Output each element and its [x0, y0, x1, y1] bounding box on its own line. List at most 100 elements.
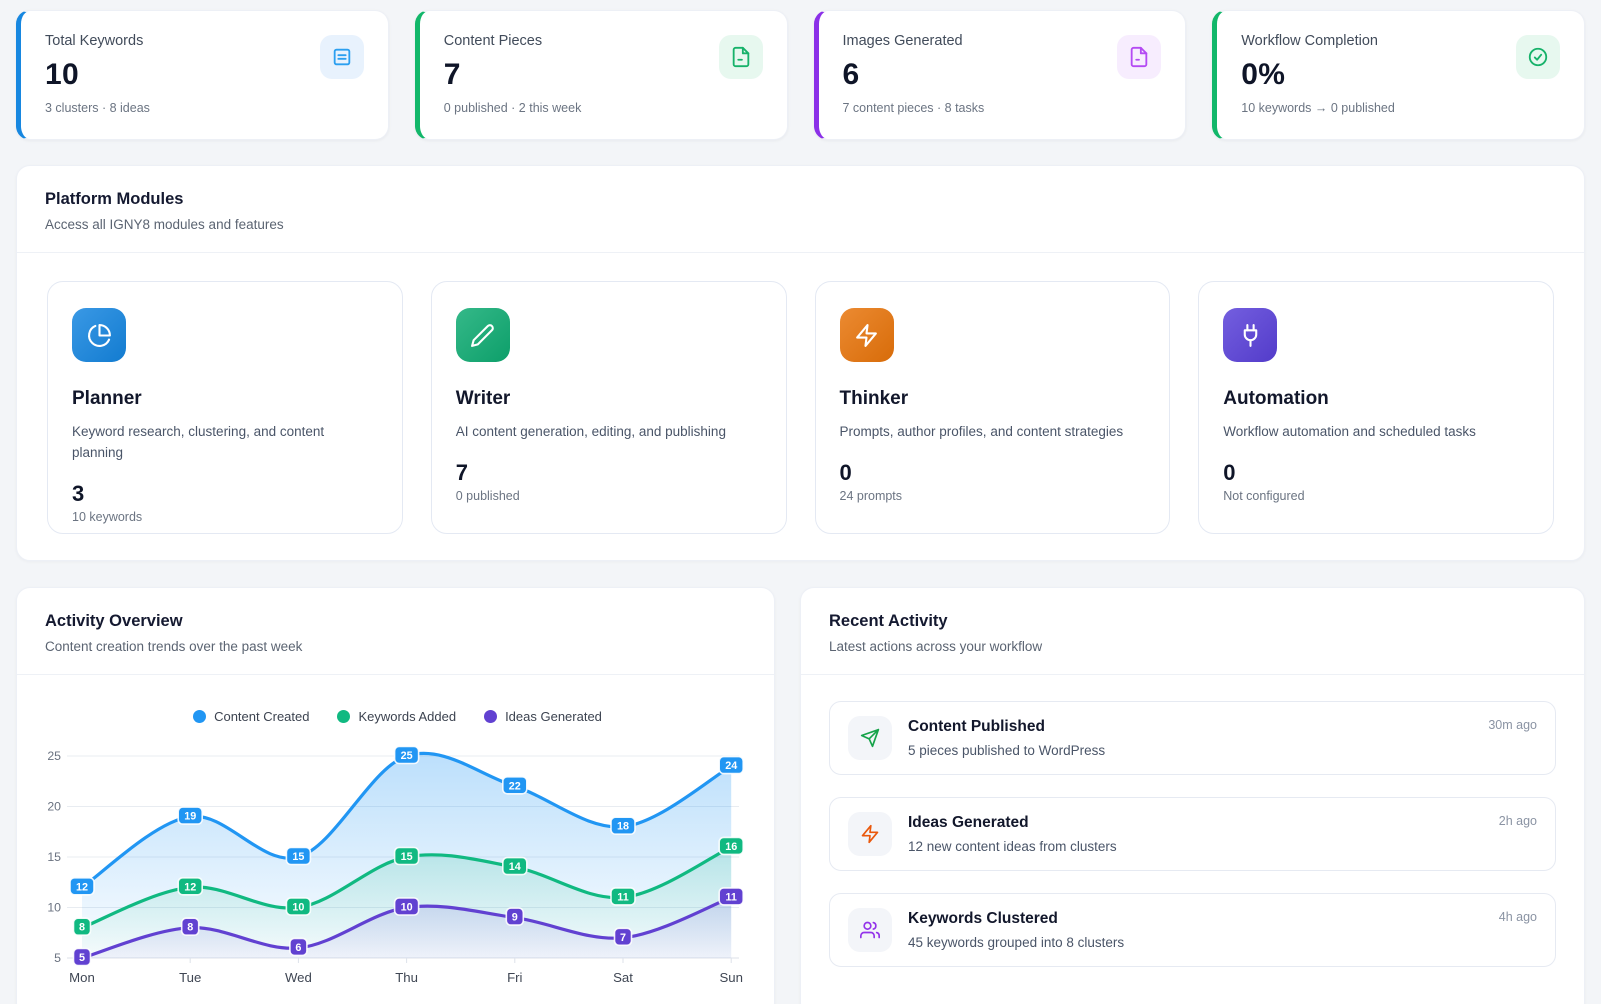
stat-subtitle: 10 keywords → 0 published [1241, 101, 1395, 115]
recent-activity-panel: Recent Activity Latest actions across yo… [800, 587, 1585, 1004]
svg-text:25: 25 [47, 749, 61, 763]
legend-label: Content Created [214, 709, 310, 724]
module-value: 7 [455, 459, 468, 485]
stat-value: 6 [842, 58, 860, 91]
section-title: Platform Modules [45, 190, 184, 208]
stat-value: 10 [45, 58, 79, 91]
module-caption: Not configured [1223, 488, 1305, 503]
module-card-planner[interactable]: Planner Keyword research, clustering, an… [47, 281, 403, 534]
module-card-thinker[interactable]: Thinker Prompts, author profiles, and co… [814, 281, 1171, 534]
activity-title: Content Published [908, 718, 1045, 735]
svg-text:10: 10 [47, 901, 61, 915]
activity-timestamp: 2h ago [1498, 814, 1537, 828]
divider [801, 674, 1584, 675]
module-description: Workflow automation and scheduled tasks [1223, 424, 1476, 439]
module-name: Writer [455, 388, 511, 409]
svg-text:8: 8 [79, 922, 85, 934]
image-file-icon [1117, 35, 1162, 79]
stat-card-workflow-completion[interactable]: Workflow Completion 0% 10 keywords → 0 p… [1212, 10, 1585, 140]
module-description: Prompts, author profiles, and content st… [839, 424, 1124, 439]
svg-text:Tue: Tue [179, 970, 201, 985]
stat-card-content-pieces[interactable]: Content Pieces 7 0 published · 2 this we… [414, 10, 788, 140]
stat-title: Total Keywords [45, 33, 144, 49]
legend-dot [337, 710, 351, 723]
section-title: Activity Overview [45, 612, 183, 630]
legend-item[interactable]: Content Created [193, 709, 309, 724]
activity-timestamp: 4h ago [1498, 910, 1537, 924]
svg-text:5: 5 [54, 951, 61, 965]
check-circle-icon [1516, 35, 1560, 79]
section-subtitle: Content creation trends over the past we… [45, 639, 303, 654]
svg-text:12: 12 [184, 881, 196, 893]
stat-title: Content Pieces [443, 33, 543, 49]
activity-description: 5 pieces published to WordPress [908, 743, 1106, 758]
stat-value: 7 [443, 58, 461, 91]
stat-title: Workflow Completion [1241, 33, 1378, 49]
svg-text:Fri: Fri [507, 970, 522, 985]
svg-text:10: 10 [292, 902, 304, 914]
module-caption: 24 prompts [839, 488, 903, 503]
divider [17, 674, 774, 675]
legend-label: Ideas Generated [505, 709, 602, 724]
platform-modules-header: Platform Modules Access all IGNY8 module… [17, 166, 1584, 252]
stat-card-images-generated[interactable]: Images Generated 6 7 content pieces · 8 … [813, 10, 1187, 140]
activity-timestamp: 30m ago [1488, 718, 1537, 732]
modules-grid: Planner Keyword research, clustering, an… [17, 253, 1584, 560]
svg-text:24: 24 [725, 760, 737, 772]
activity-item-ideas-generated[interactable]: Ideas Generated 12 new content ideas fro… [829, 797, 1556, 871]
svg-text:11: 11 [725, 891, 736, 903]
chart-area: Content Created Keywords Added Ideas Gener… [17, 675, 774, 997]
divider [17, 252, 1584, 253]
svg-text:16: 16 [725, 841, 737, 853]
activity-description: 12 new content ideas from clusters [908, 839, 1117, 854]
svg-text:6: 6 [295, 942, 301, 954]
svg-text:Mon: Mon [69, 970, 95, 985]
zap-icon [839, 308, 894, 362]
chart-legend: Content Created Keywords Added Ideas Gener… [27, 709, 768, 724]
module-card-automation[interactable]: Automation Workflow automation and sched… [1198, 281, 1554, 534]
activity-title: Ideas Generated [908, 814, 1029, 831]
svg-text:18: 18 [617, 821, 629, 833]
file-text-icon [718, 35, 763, 79]
stat-subtitle: 0 published · 2 this week [443, 101, 582, 115]
svg-text:10: 10 [401, 902, 413, 914]
legend-dot [484, 710, 498, 723]
module-description: Keyword research, clustering, and conten… [72, 424, 325, 460]
plug-icon [1223, 308, 1278, 362]
stat-subtitle: 7 content pieces · 8 tasks [842, 101, 985, 115]
activity-overview-panel: Activity Overview Content creation trend… [16, 587, 775, 1004]
module-value: 0 [1223, 459, 1236, 485]
stat-card-total-keywords[interactable]: Total Keywords 10 3 clusters · 8 ideas [16, 10, 389, 140]
module-card-writer[interactable]: Writer AI content generation, editing, a… [430, 281, 787, 534]
stats-row: Total Keywords 10 3 clusters · 8 ideas C… [16, 10, 1585, 140]
module-value: 3 [72, 480, 85, 506]
svg-text:15: 15 [401, 851, 413, 863]
bottom-row: Activity Overview Content creation trend… [16, 587, 1585, 1004]
legend-item[interactable]: Keywords Added [337, 709, 456, 724]
svg-text:11: 11 [617, 891, 628, 903]
module-name: Thinker [839, 388, 909, 409]
svg-text:Sun: Sun [719, 970, 742, 985]
activity-item-content-published[interactable]: Content Published 5 pieces published to … [829, 701, 1556, 775]
stat-value: 0% [1241, 58, 1286, 91]
activity-description: 45 keywords grouped into 8 clusters [908, 935, 1125, 950]
users-icon [848, 908, 892, 952]
legend-item[interactable]: Ideas Generated [484, 709, 602, 724]
activity-item-keywords-clustered[interactable]: Keywords Clustered 45 keywords grouped i… [829, 893, 1556, 967]
svg-text:9: 9 [512, 912, 518, 924]
activity-item-text: Ideas Generated 12 new content ideas fro… [908, 814, 1117, 854]
stat-title: Images Generated [842, 33, 963, 49]
pie-chart-icon [72, 308, 126, 362]
svg-text:Wed: Wed [285, 970, 312, 985]
pencil-icon [455, 308, 510, 362]
platform-modules-panel: Platform Modules Access all IGNY8 module… [16, 165, 1585, 561]
activity-line-chart: 25 20 15 10 5 Mon Tue Wed Thu Fri Sat Sun 12 19 15 25 22… [47, 745, 745, 985]
svg-text:22: 22 [509, 780, 521, 792]
svg-text:20: 20 [47, 800, 61, 814]
recent-activity-list: Content Published 5 pieces published to … [801, 675, 1584, 991]
svg-text:12: 12 [76, 881, 88, 893]
legend-label: Keywords Added [358, 709, 457, 724]
module-name: Planner [72, 388, 142, 409]
activity-overview-header: Activity Overview Content creation trend… [17, 588, 774, 674]
svg-text:14: 14 [509, 861, 521, 873]
